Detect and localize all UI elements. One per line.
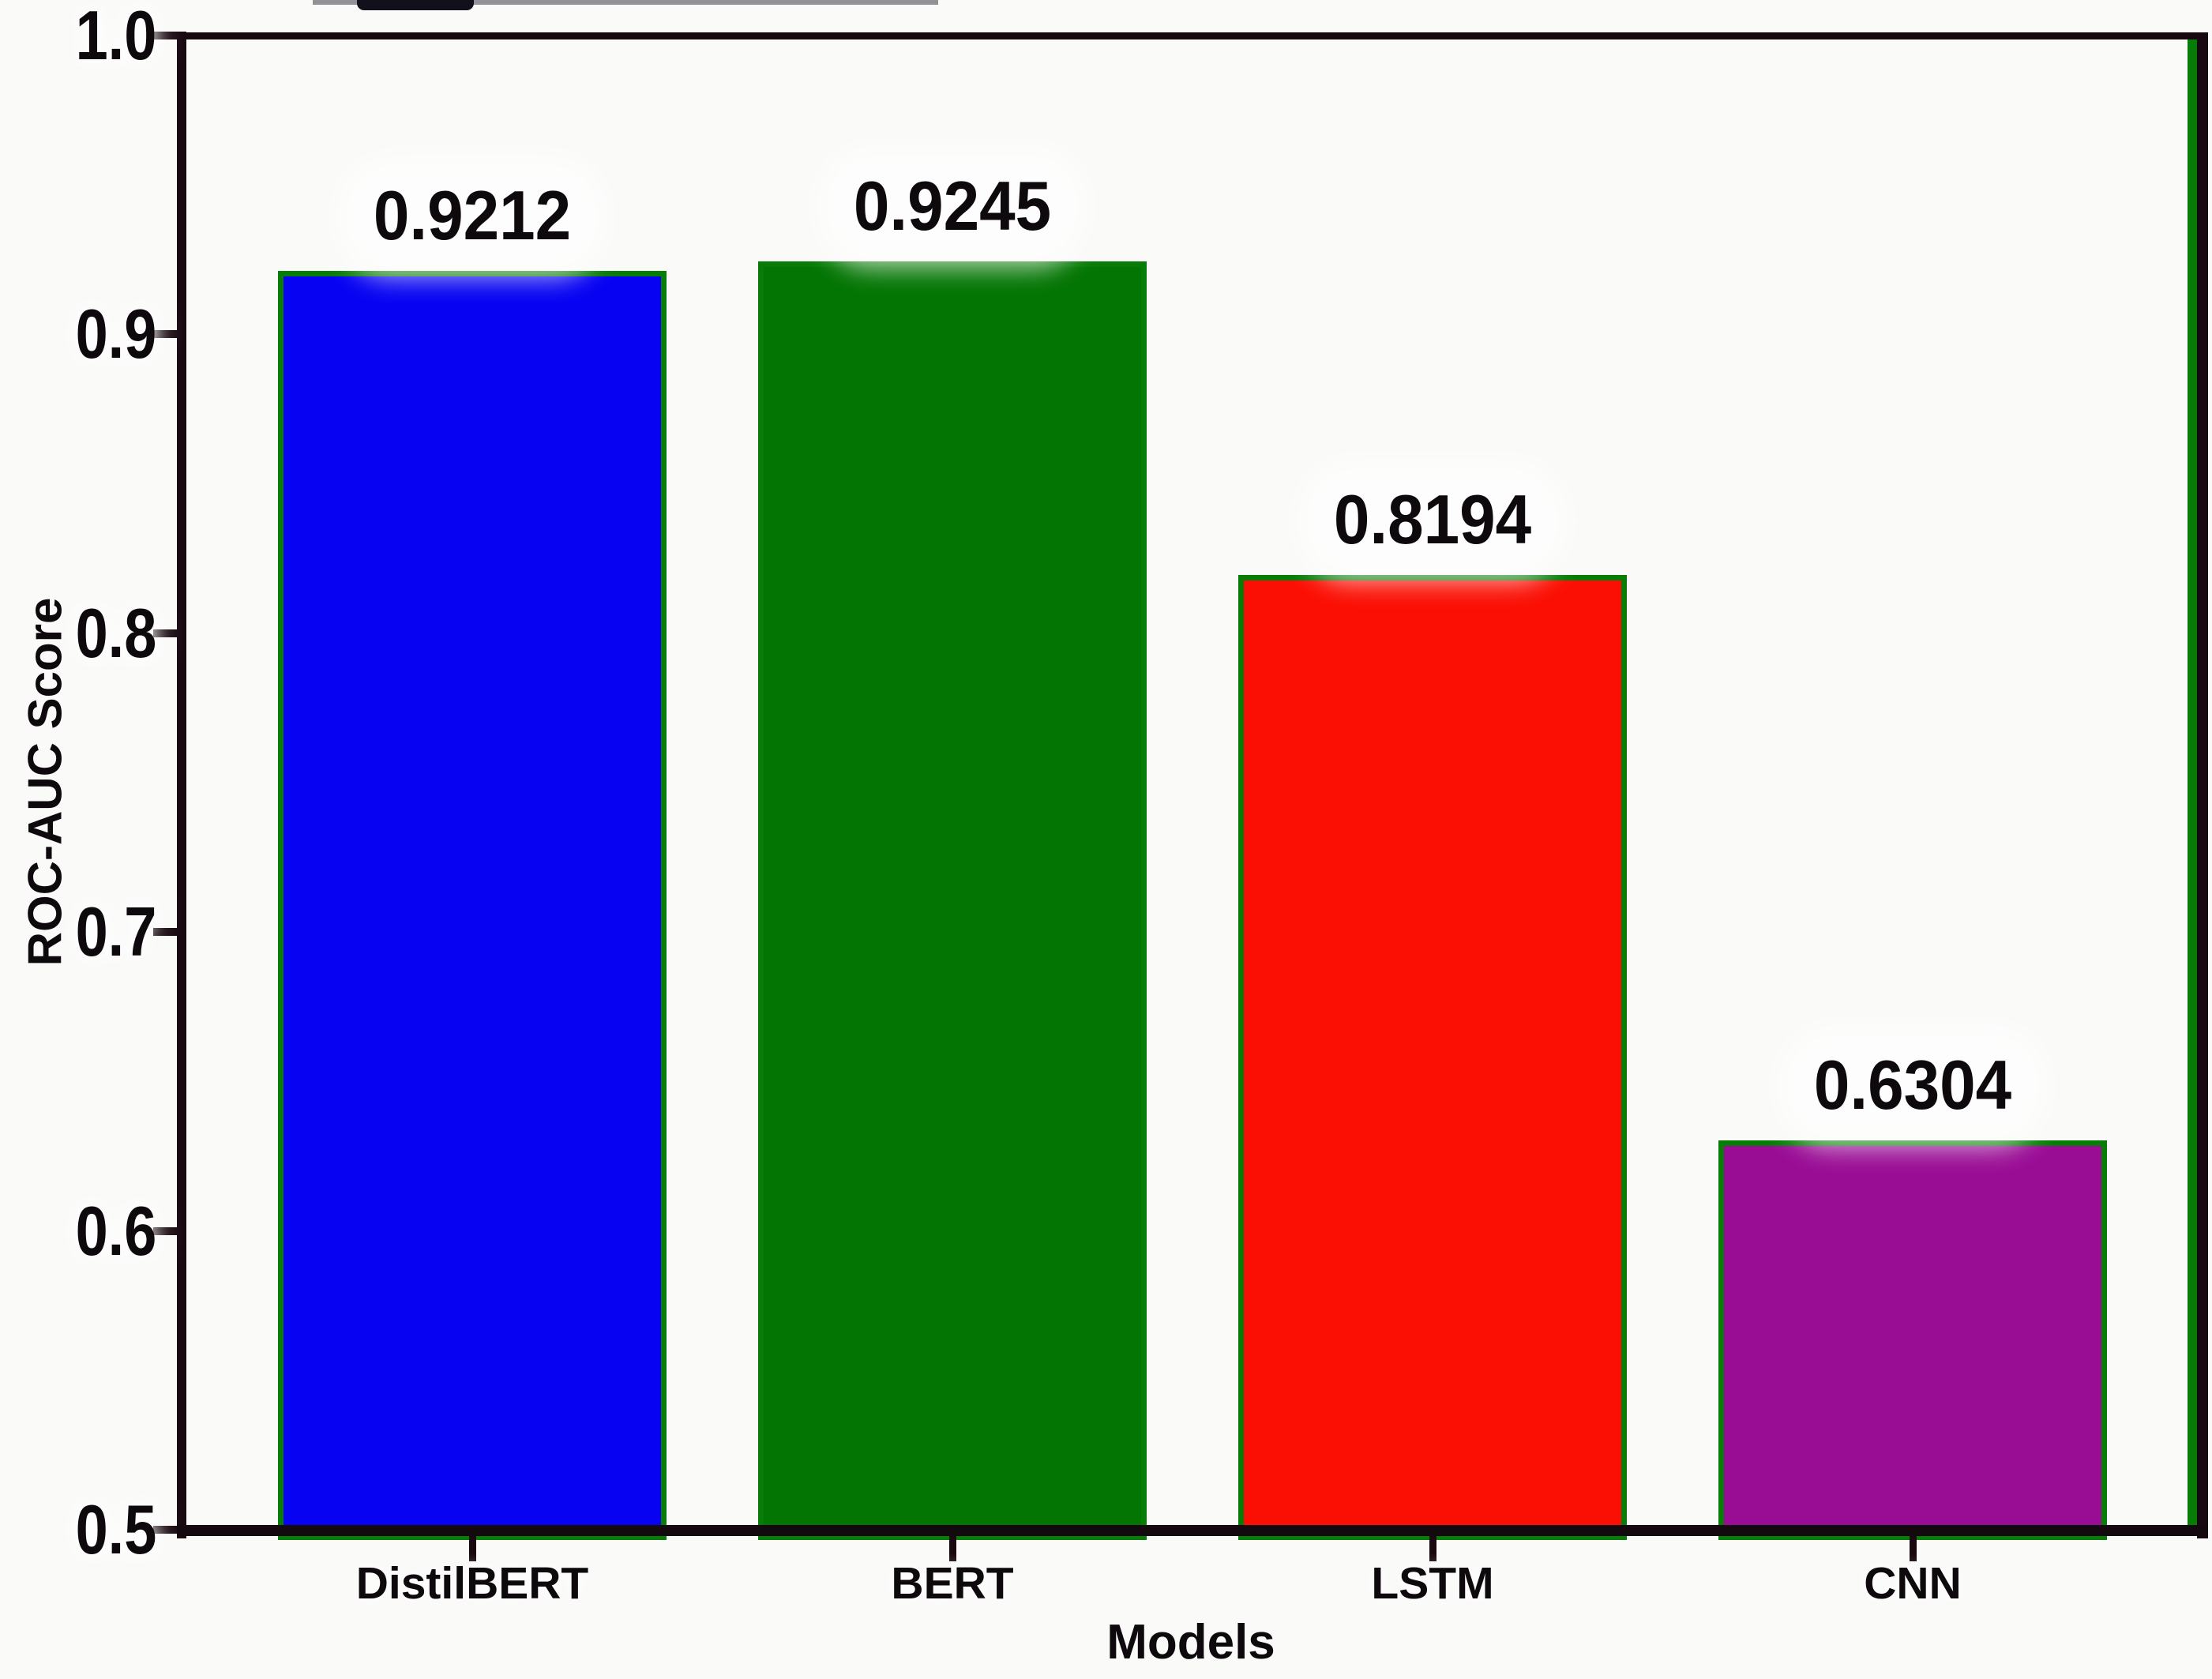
y-tick-label: 0.8 bbox=[75, 593, 156, 672]
plot-left-spine bbox=[177, 32, 186, 1538]
jpeg-artifact-sliver bbox=[313, 0, 938, 5]
plot-right-spine bbox=[2197, 32, 2208, 1538]
y-tick-label: 1.0 bbox=[75, 0, 156, 74]
x-tick-label: BERT bbox=[891, 1558, 1014, 1609]
x-tick-label: CNN bbox=[1864, 1558, 1962, 1609]
y-tick-label: 0.7 bbox=[75, 892, 156, 971]
bar-value-label: 0.9245 bbox=[832, 163, 1072, 250]
bar bbox=[1718, 1140, 2107, 1540]
y-tick-mark bbox=[153, 928, 186, 937]
x-tick-label: DistilBERT bbox=[355, 1558, 589, 1609]
x-tick-mark bbox=[469, 1536, 476, 1561]
bar-value-label: 0.9212 bbox=[352, 173, 592, 260]
x-tick-mark bbox=[949, 1536, 956, 1561]
bar bbox=[1238, 575, 1627, 1540]
y-axis-title: ROC-AUC Score bbox=[18, 597, 72, 967]
y-tick-mark bbox=[153, 1526, 186, 1534]
x-axis-line bbox=[177, 1525, 2208, 1536]
y-tick-label: 0.9 bbox=[75, 295, 156, 374]
y-tick-mark bbox=[153, 1226, 186, 1235]
x-axis-title: Models bbox=[1106, 1615, 1275, 1670]
plot-top-spine bbox=[177, 32, 2208, 39]
bar bbox=[758, 261, 1147, 1540]
x-tick-mark bbox=[1429, 1536, 1436, 1561]
y-tick-mark bbox=[153, 32, 186, 39]
bar-value-label: 0.6304 bbox=[1793, 1042, 2033, 1129]
jpeg-artifact-dash bbox=[357, 0, 474, 10]
y-tick-label: 0.6 bbox=[75, 1191, 156, 1270]
right-edge-green-strip bbox=[2188, 39, 2197, 1525]
x-tick-mark bbox=[1910, 1536, 1917, 1561]
y-tick-mark bbox=[153, 330, 186, 339]
bar-value-label: 0.8194 bbox=[1313, 477, 1553, 564]
y-tick-label: 0.5 bbox=[75, 1490, 156, 1568]
x-tick-label: LSTM bbox=[1371, 1558, 1494, 1609]
y-tick-mark bbox=[153, 629, 186, 637]
bar bbox=[278, 271, 667, 1540]
